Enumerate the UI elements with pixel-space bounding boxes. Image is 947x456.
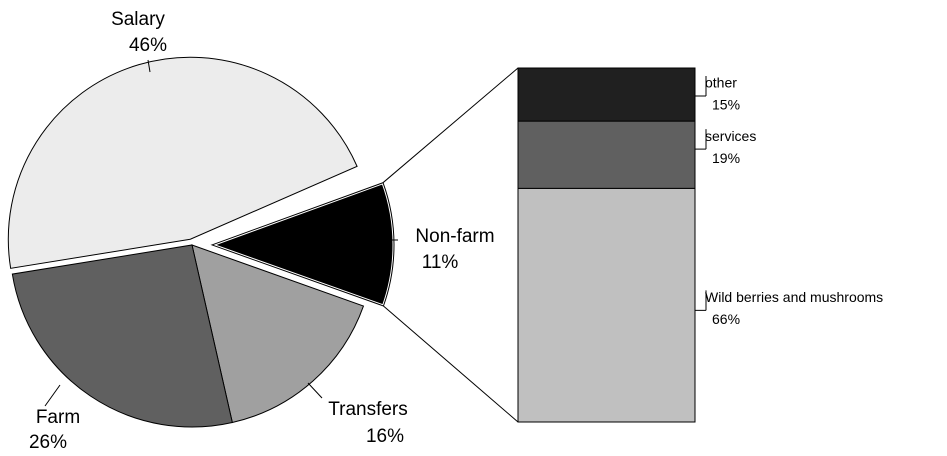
pie-slice (7, 56, 358, 269)
slice-label: Non-farm (415, 226, 494, 247)
slice-value-label: 16% (366, 426, 404, 447)
bar-label: other (705, 75, 737, 91)
bar-segment (517, 187, 696, 423)
bar-value-label: 19% (712, 150, 740, 166)
leader-line (307, 382, 323, 399)
slice-value-label: 11% (422, 252, 459, 273)
bar-value-label: 66% (712, 311, 740, 327)
pie-slice-outline (210, 182, 395, 307)
slice-label: Farm (36, 407, 80, 428)
leader-line (147, 59, 151, 73)
bar-label: Wild berries and mushrooms (705, 289, 883, 305)
leader-line (383, 305, 519, 423)
pie-slice (11, 244, 233, 428)
leader-line (382, 67, 519, 184)
bar-label: services (705, 128, 756, 144)
slice-label: Transfers (328, 399, 408, 420)
slice-value-label: 46% (129, 35, 167, 56)
slice-label: Salary (111, 9, 165, 30)
pie-slice (191, 244, 365, 424)
leader-line (44, 384, 61, 407)
bar-value-label: 15% (712, 97, 740, 113)
slice-value-label: 26% (29, 432, 67, 453)
bar-segment (517, 120, 696, 189)
bar-segment (517, 67, 696, 122)
